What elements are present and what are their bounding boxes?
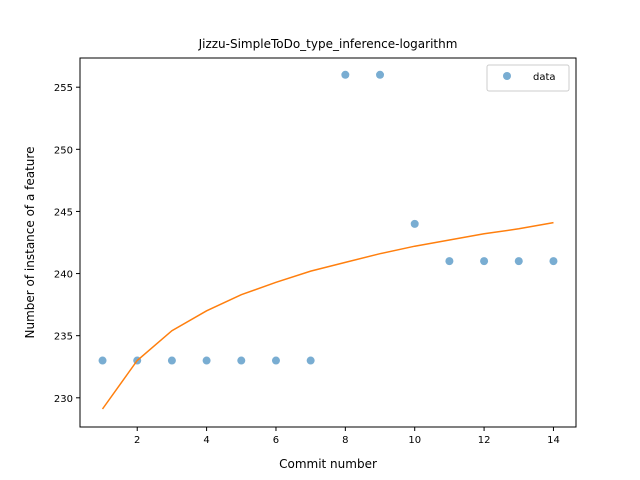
data-point [271,356,280,365]
data-point [306,356,315,365]
y-tick-label: 235 [54,332,73,343]
data-point [480,257,489,266]
data-point [202,356,211,365]
x-tick-label: 8 [342,435,348,446]
data-point [237,356,246,365]
y-tick-label: 230 [54,394,73,405]
x-tick-label: 2 [134,435,140,446]
data-point [514,257,523,266]
data-point [549,257,558,266]
chart-title: Jizzu-SimpleToDo_type_inference-logarith… [198,37,458,51]
data-point [98,356,107,365]
legend-label-data: data [533,72,556,83]
data-point [341,70,350,79]
y-tick-label: 245 [54,207,73,218]
data-point [167,356,176,365]
data-point [410,219,419,228]
series-layer [98,70,558,410]
x-tick-label: 10 [408,435,421,446]
y-axis-label: Number of instance of a feature [23,147,37,339]
fit-line [101,221,554,410]
x-tick-label: 6 [273,435,279,446]
plot-area [79,57,577,428]
legend-box [486,64,570,92]
x-axis-label: Commit number [279,457,377,471]
x-tick-label: 12 [478,435,491,446]
x-tick-label: 14 [547,435,560,446]
y-axis-ticks: 230 235 240 245 250 255 [54,83,80,405]
y-tick-label: 250 [54,145,73,156]
y-tick-label: 255 [54,83,73,94]
legend: data [486,64,570,92]
x-axis-ticks: 2 4 6 8 10 12 14 [134,427,560,446]
data-point [376,70,385,79]
legend-marker-data [503,72,511,80]
y-tick-label: 240 [54,270,73,281]
data-point [445,257,454,266]
x-tick-label: 4 [203,435,209,446]
